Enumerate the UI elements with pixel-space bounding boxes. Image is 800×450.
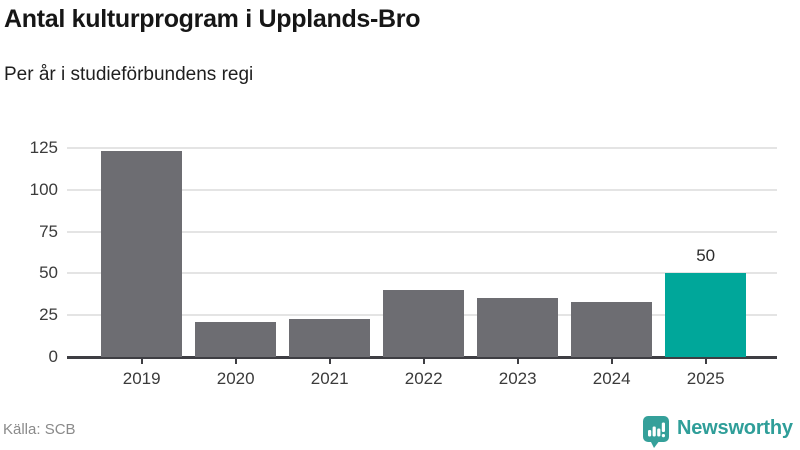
x-axis-tick-2019 (140, 357, 143, 364)
x-axis-tick-2021 (328, 357, 331, 364)
gridline-50 (67, 272, 777, 275)
y-axis-label-50: 50 (39, 263, 58, 283)
x-axis-label-2023: 2023 (498, 369, 537, 388)
y-axis-label-100: 100 (29, 179, 58, 199)
gridline-100 (67, 188, 777, 191)
x-axis-tick-2024 (610, 357, 613, 364)
chart-subtitle: Per år i studieförbundens regi (4, 64, 254, 85)
x-axis-label-2025: 2025 (686, 369, 725, 388)
y-axis-label-75: 75 (39, 221, 58, 241)
bar-2019 (101, 151, 183, 357)
x-axis-label-2019: 2019 (122, 369, 161, 388)
x-axis-line (67, 356, 777, 359)
bar-2020 (195, 321, 277, 357)
source-label: Källa: SCB (3, 421, 76, 438)
y-axis-label-25: 25 (39, 305, 58, 325)
x-axis-tick-2022 (422, 357, 425, 364)
x-axis-tick-2025 (704, 357, 707, 364)
y-axis-label-0: 0 (48, 347, 58, 366)
bar-2021 (289, 318, 371, 357)
gridline-125 (67, 147, 777, 150)
x-axis-tick-2023 (516, 357, 519, 364)
brand-logo: Newsworthy (642, 415, 797, 449)
gridline-75 (67, 230, 777, 233)
chart-title: Antal kulturprogram i Upplands-Bro (4, 5, 421, 33)
x-axis-label-2022: 2022 (404, 369, 443, 388)
newsworthy-icon (643, 416, 669, 448)
bar-2022 (383, 290, 465, 357)
x-axis-label-2021: 2021 (310, 369, 349, 388)
x-axis-tick-2020 (234, 357, 237, 364)
bar-2024 (571, 301, 653, 357)
bar-value-label-2025: 50 (696, 246, 716, 266)
bar-2023 (477, 298, 559, 357)
bar-2025 (665, 273, 747, 357)
x-axis-label-2024: 2024 (592, 369, 631, 388)
y-axis-label-125: 125 (29, 138, 58, 158)
x-axis-label-2020: 2020 (216, 369, 255, 388)
brand-name: Newsworthy (677, 417, 793, 439)
